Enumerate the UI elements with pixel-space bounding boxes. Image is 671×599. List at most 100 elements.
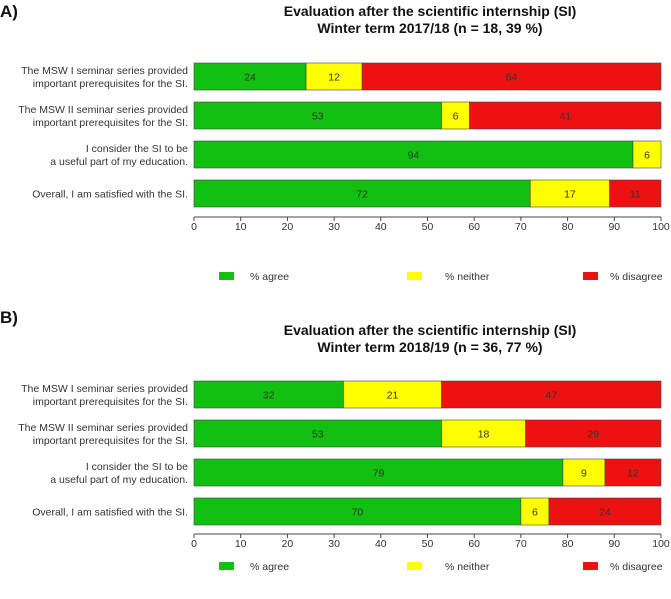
- data-label: 29: [587, 429, 599, 441]
- legend-swatch: [407, 562, 422, 570]
- panel-label: B): [0, 308, 18, 327]
- bar-segment: [548, 497, 662, 526]
- category-label: a useful part of my education.: [50, 474, 188, 486]
- legend-label: % agree: [250, 561, 289, 573]
- category-label: The MSW I seminar series provided: [21, 65, 188, 77]
- data-label: 21: [387, 390, 399, 402]
- bar-segment: [361, 62, 662, 91]
- category-label: The MSW II seminar series provided: [18, 104, 188, 116]
- data-label: 53: [312, 111, 324, 123]
- legend-swatch: [583, 272, 598, 280]
- data-label: 72: [356, 189, 368, 201]
- chart-panel-a: A) Evaluation after the scientific inter…: [0, 2, 670, 283]
- bar-segment: [193, 380, 344, 409]
- bar-segment: [193, 497, 522, 526]
- chart-title: Evaluation after the scientific internsh…: [283, 3, 577, 19]
- data-label: 6: [644, 150, 650, 162]
- category-label: The MSW I seminar series provided: [21, 383, 188, 395]
- data-label: 9: [581, 468, 587, 480]
- bar-segment: [604, 458, 662, 487]
- legend-label: % agree: [250, 271, 289, 283]
- x-tick-label: 80: [562, 221, 574, 233]
- bar-segment: [193, 62, 307, 91]
- chart-subtitle: Winter term 2018/19 (n = 36, 77 %): [317, 339, 543, 355]
- bar-segment: [441, 101, 470, 130]
- legend-label: % disagree: [610, 271, 663, 283]
- data-label: 17: [564, 189, 576, 201]
- bar-segment: [609, 179, 662, 208]
- data-label: 24: [599, 507, 611, 519]
- bar-segment: [193, 419, 442, 448]
- legend-label: % disagree: [610, 561, 663, 573]
- x-tick-label: 10: [235, 221, 247, 233]
- x-tick-label: 60: [468, 538, 480, 550]
- x-tick-label: 30: [328, 538, 340, 550]
- x-tick-label: 30: [328, 221, 340, 233]
- category-label: important prerequisites for the SI.: [33, 435, 188, 447]
- legend-swatch: [407, 272, 422, 280]
- chart-panel-b: B) Evaluation after the scientific inter…: [0, 300, 671, 599]
- data-label: 94: [408, 150, 420, 162]
- x-tick-label: 20: [282, 221, 294, 233]
- x-tick-label: 90: [608, 538, 620, 550]
- data-label: 12: [627, 468, 639, 480]
- bar-segment: [562, 458, 606, 487]
- stacked-bar-chart: The MSW I seminar series providedimporta…: [18, 62, 670, 283]
- data-label: 64: [506, 72, 518, 84]
- x-tick-label: 20: [282, 538, 294, 550]
- category-label: I consider the SI to be: [86, 461, 188, 473]
- chart-subtitle: Winter term 2017/18 (n = 18, 39 %): [317, 20, 543, 36]
- legend-label: % neither: [445, 561, 490, 573]
- data-label: 70: [352, 507, 364, 519]
- x-tick-label: 80: [562, 538, 574, 550]
- x-tick-label: 70: [515, 221, 527, 233]
- bar-segment: [193, 458, 564, 487]
- bar-segment: [520, 497, 550, 526]
- bar-segment: [193, 140, 634, 169]
- x-tick-label: 60: [468, 221, 480, 233]
- category-label: important prerequisites for the SI.: [33, 117, 188, 129]
- category-label: important prerequisites for the SI.: [33, 78, 188, 90]
- x-tick-label: 100: [652, 221, 670, 233]
- legend-swatch: [219, 272, 234, 280]
- chart-title: Evaluation after the scientific internsh…: [283, 322, 577, 338]
- x-tick-label: 40: [375, 221, 387, 233]
- category-label: Overall, I am satisfied with the SI.: [32, 189, 188, 201]
- bar-segment: [305, 62, 363, 91]
- bar-segment: [193, 179, 531, 208]
- x-tick-label: 0: [191, 538, 197, 550]
- legend-swatch: [583, 562, 598, 570]
- data-label: 24: [244, 72, 256, 84]
- x-tick-label: 100: [652, 538, 670, 550]
- data-label: 32: [263, 390, 275, 402]
- bar-segment: [469, 101, 662, 130]
- bar-segment: [632, 140, 662, 169]
- data-label: 47: [545, 390, 557, 402]
- legend-label: % neither: [445, 271, 490, 283]
- bar-segment: [525, 419, 662, 448]
- bar-segment: [343, 380, 442, 409]
- category-label: a useful part of my education.: [50, 156, 188, 168]
- data-label: 53: [312, 429, 324, 441]
- bar-segment: [193, 101, 442, 130]
- category-label: Overall, I am satisfied with the SI.: [32, 507, 188, 519]
- data-label: 12: [328, 72, 340, 84]
- category-label: I consider the SI to be: [86, 143, 188, 155]
- data-label: 79: [373, 468, 385, 480]
- data-label: 18: [478, 429, 490, 441]
- bar-segment: [441, 380, 662, 409]
- x-tick-label: 10: [235, 538, 247, 550]
- x-tick-label: 50: [422, 221, 434, 233]
- stacked-bar-chart: The MSW I seminar series providedimporta…: [18, 380, 670, 573]
- x-tick-label: 50: [422, 538, 434, 550]
- x-tick-label: 90: [608, 221, 620, 233]
- x-tick-label: 70: [515, 538, 527, 550]
- category-label: important prerequisites for the SI.: [33, 396, 188, 408]
- panel-label: A): [0, 2, 18, 21]
- data-label: 41: [559, 111, 571, 123]
- x-tick-label: 0: [191, 221, 197, 233]
- x-tick-label: 40: [375, 538, 387, 550]
- data-label: 11: [630, 189, 641, 201]
- legend-swatch: [219, 562, 234, 570]
- category-label: The MSW II seminar series provided: [18, 422, 188, 434]
